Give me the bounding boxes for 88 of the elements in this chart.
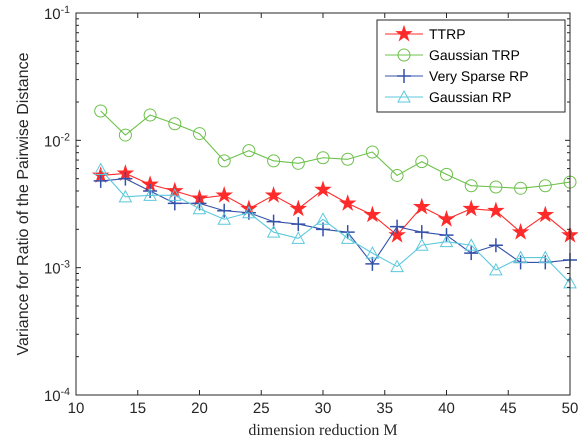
point bbox=[340, 195, 356, 210]
y-tick-label: 10$^{-1}$ bbox=[44, 4, 70, 23]
point bbox=[514, 251, 528, 264]
point bbox=[144, 108, 157, 122]
point bbox=[390, 168, 404, 182]
point bbox=[316, 151, 330, 164]
point bbox=[216, 202, 232, 218]
x-tick-label: 30 bbox=[314, 400, 332, 417]
point bbox=[438, 227, 454, 243]
point bbox=[315, 182, 331, 196]
x-tick-label: 25 bbox=[252, 400, 270, 417]
point bbox=[564, 276, 576, 288]
point bbox=[562, 227, 578, 242]
point bbox=[513, 224, 528, 239]
point bbox=[364, 256, 380, 272]
point bbox=[488, 202, 504, 218]
point bbox=[414, 199, 430, 214]
point bbox=[267, 226, 280, 238]
point bbox=[168, 117, 182, 130]
y-tick-label: 10$^{-3}$ bbox=[44, 258, 70, 278]
point bbox=[290, 216, 306, 232]
point bbox=[193, 127, 206, 140]
point bbox=[390, 260, 404, 272]
point bbox=[538, 254, 554, 270]
point bbox=[267, 154, 280, 168]
legend-label: Gaussian TRP bbox=[429, 47, 520, 63]
point bbox=[415, 155, 428, 168]
legend-label: Very Sparse RP bbox=[429, 68, 529, 84]
x-tick-label: 15 bbox=[129, 400, 146, 417]
legend-label: TTRP bbox=[429, 26, 466, 42]
x-tick-label: 20 bbox=[191, 400, 208, 417]
point bbox=[464, 238, 478, 251]
point bbox=[144, 188, 157, 201]
point bbox=[366, 246, 379, 259]
point bbox=[218, 212, 231, 225]
point bbox=[292, 156, 305, 170]
legend-label: Gaussian RP bbox=[429, 89, 512, 105]
point bbox=[489, 180, 502, 194]
point bbox=[414, 224, 430, 240]
y-tick-label: 10$^{-4}$ bbox=[44, 386, 70, 405]
point bbox=[167, 196, 183, 212]
point bbox=[341, 152, 354, 166]
x-axis-title: dimension reduction M bbox=[248, 422, 398, 439]
x-tick-label: 35 bbox=[376, 400, 394, 417]
point bbox=[464, 179, 478, 192]
point bbox=[94, 104, 108, 118]
point bbox=[538, 251, 552, 264]
point bbox=[118, 190, 132, 202]
point bbox=[464, 200, 479, 216]
point bbox=[488, 237, 504, 253]
point bbox=[216, 187, 232, 202]
point bbox=[562, 252, 578, 268]
point bbox=[142, 183, 158, 199]
point bbox=[118, 170, 134, 186]
point bbox=[512, 254, 528, 270]
point bbox=[290, 200, 306, 216]
point bbox=[415, 238, 428, 251]
point bbox=[192, 196, 208, 212]
point bbox=[538, 206, 553, 222]
x-tick-label: 50 bbox=[562, 400, 578, 417]
point bbox=[364, 206, 380, 222]
point bbox=[266, 187, 282, 202]
point bbox=[489, 263, 502, 276]
point bbox=[463, 245, 479, 261]
point bbox=[315, 222, 331, 238]
y-axis-title: Variance for Ratio of the Pairwise Distance bbox=[15, 52, 32, 356]
point bbox=[341, 232, 354, 244]
point bbox=[218, 154, 231, 168]
point bbox=[266, 214, 282, 230]
point bbox=[440, 168, 453, 181]
x-tick-label: 40 bbox=[438, 400, 455, 417]
point bbox=[514, 182, 528, 195]
point bbox=[242, 144, 256, 158]
point bbox=[564, 176, 576, 189]
point bbox=[366, 145, 379, 158]
point bbox=[118, 128, 132, 142]
y-tick-label: 10$^{-2}$ bbox=[44, 131, 70, 150]
point bbox=[438, 211, 454, 226]
point bbox=[440, 235, 453, 248]
point bbox=[316, 212, 330, 225]
x-tick-label: 10 bbox=[68, 400, 84, 417]
point bbox=[193, 202, 206, 214]
point bbox=[340, 224, 356, 240]
point bbox=[92, 173, 108, 189]
x-tick-label: 45 bbox=[500, 400, 517, 417]
point bbox=[538, 179, 552, 192]
point bbox=[292, 232, 305, 244]
point bbox=[389, 218, 405, 234]
